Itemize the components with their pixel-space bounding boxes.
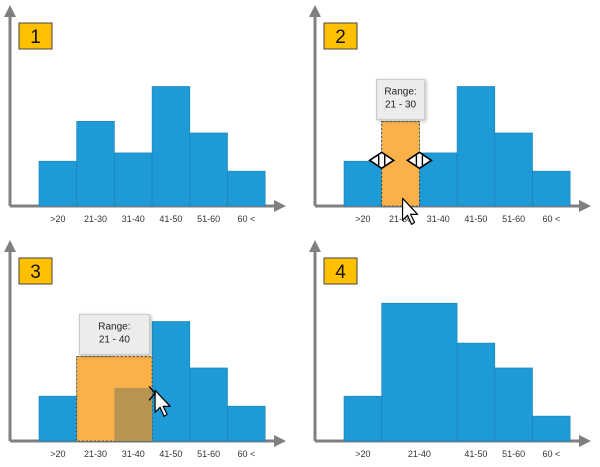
step-badge-box xyxy=(18,257,53,285)
step-badge: 2 xyxy=(323,22,358,50)
y-axis-arrow-icon xyxy=(4,240,16,252)
x-tick-label: >20 xyxy=(355,214,370,224)
x-tick-label: 60 < xyxy=(237,449,255,459)
x-tick-label: 60 < xyxy=(542,449,560,459)
range-tooltip: Range: 21 - 30 xyxy=(376,78,426,120)
x-tick-label: 21-30 xyxy=(84,214,107,224)
y-axis-arrow-icon xyxy=(4,5,16,17)
x-tick-label: 51-60 xyxy=(197,214,220,224)
step-badge: 3 xyxy=(18,257,53,285)
histogram-bar xyxy=(151,321,191,442)
mouse-pointer-icon xyxy=(401,197,419,225)
x-tick-label: 41-50 xyxy=(464,214,487,224)
step-badge-box xyxy=(18,22,53,50)
resize-handle-icon xyxy=(368,151,396,170)
x-tick-label: 21-30 xyxy=(389,214,412,224)
histogram-bar xyxy=(494,367,533,442)
x-tick-label: 31-40 xyxy=(427,214,450,224)
x-axis-arrow-icon xyxy=(579,435,591,447)
panel-3: >20 21-30 31-40 41-50 51-60 60 < 3 Range: 21 - 4… xyxy=(4,240,286,459)
mouse-pointer-icon xyxy=(148,385,171,417)
x-tick-label: 51-60 xyxy=(502,214,525,224)
histogram-bar xyxy=(456,86,496,207)
histogram-bar xyxy=(38,395,78,442)
x-axis-arrow-icon xyxy=(274,200,286,212)
y-axis-arrow-icon xyxy=(309,5,321,17)
step-badge-box xyxy=(323,22,358,50)
histogram-bar xyxy=(189,367,228,442)
resize-drag-indicator xyxy=(148,385,157,401)
x-tick-label: >20 xyxy=(355,449,370,459)
histogram-bar xyxy=(227,170,266,207)
x-tick-label: 51-60 xyxy=(197,449,220,459)
x-axis-arrow-icon xyxy=(579,200,591,212)
histogram-bar xyxy=(532,415,571,442)
mouse-pointer-shape xyxy=(154,389,171,417)
x-tick-label: 60 < xyxy=(542,214,560,224)
range-tooltip: Range: 21 - 40 xyxy=(78,313,150,355)
step-badge: 4 xyxy=(323,257,358,285)
x-tick-label: 31-40 xyxy=(122,449,145,459)
x-tick-label: 60 < xyxy=(237,214,255,224)
mouse-pointer-shape xyxy=(401,197,419,225)
panel-2: >20 21-30 31-40 41-50 51-60 60 < 2 Range: 21 - 3… xyxy=(309,5,591,225)
range-tooltip-title: Range: xyxy=(384,86,416,97)
histogram-bar xyxy=(189,132,228,207)
histogram-bar xyxy=(381,302,458,442)
overlapped-bar xyxy=(114,387,153,441)
x-tick-label: 41-50 xyxy=(464,449,487,459)
step-badge: 1 xyxy=(18,22,53,50)
y-axis-arrow-icon xyxy=(309,240,321,252)
step-badge-box xyxy=(323,257,358,285)
range-tooltip-box xyxy=(78,313,150,355)
histogram-bar xyxy=(114,152,153,207)
x-tick-label: >20 xyxy=(50,214,65,224)
panel-1: >20 21-30 31-40 41-50 51-60 60 < 1 xyxy=(4,5,286,224)
x-axis-arrow-icon xyxy=(274,435,286,447)
histogram-bar xyxy=(76,121,115,207)
step-badge-number: 4 xyxy=(335,262,346,283)
step-badge-number: 2 xyxy=(335,27,346,48)
histogram-bar xyxy=(532,170,571,207)
range-tooltip-value: 21 - 40 xyxy=(99,334,131,345)
x-tick-label: >20 xyxy=(50,449,65,459)
histogram-bar xyxy=(38,160,78,207)
histogram-bar xyxy=(151,86,191,207)
x-tick-label: 41-50 xyxy=(159,449,182,459)
panel-4: >20 21-40 41-50 51-60 60 < 4 xyxy=(309,240,591,459)
resize-handle-diamond xyxy=(405,151,433,170)
resize-handle-icon xyxy=(405,151,433,170)
histogram-bar xyxy=(343,395,383,442)
range-tooltip-value: 21 - 30 xyxy=(385,99,417,110)
range-tooltip-title: Range: xyxy=(98,321,130,332)
x-tick-label: 31-40 xyxy=(122,214,145,224)
histogram-bar xyxy=(227,405,266,442)
x-tick-label: 41-50 xyxy=(159,214,182,224)
range-tooltip-box xyxy=(376,78,426,120)
histogram-bar xyxy=(456,342,496,442)
histogram-bar xyxy=(494,132,533,207)
histogram-bar xyxy=(343,160,383,207)
step-badge-number: 1 xyxy=(30,27,41,48)
step-badge-number: 3 xyxy=(30,262,41,283)
x-tick-label: 21-30 xyxy=(84,449,107,459)
resize-handle-diamond xyxy=(368,151,396,170)
x-tick-label: 51-60 xyxy=(502,449,525,459)
x-tick-label: 21-40 xyxy=(408,449,431,459)
